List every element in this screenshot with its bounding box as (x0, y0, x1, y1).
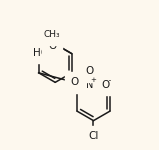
Text: O: O (86, 66, 94, 76)
Text: O: O (48, 41, 56, 51)
Text: O: O (53, 26, 61, 35)
Text: O: O (70, 77, 79, 87)
Text: HO: HO (33, 48, 49, 58)
Text: CH₃: CH₃ (43, 30, 60, 39)
Text: ·: · (108, 75, 112, 88)
Text: Cl: Cl (88, 131, 99, 141)
Text: N: N (86, 80, 93, 90)
Text: O: O (101, 80, 109, 90)
Text: +: + (90, 77, 96, 83)
